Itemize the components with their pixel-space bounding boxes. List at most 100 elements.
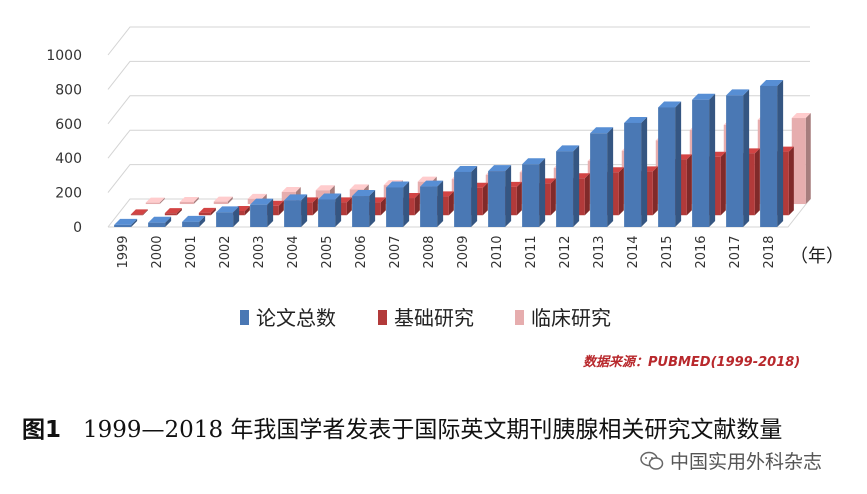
bar-clinical-1999 (145, 197, 165, 205)
gridline-800 (107, 60, 810, 90)
bar-top (522, 158, 546, 165)
bar-total-2014 (624, 116, 648, 227)
bar-front (179, 201, 194, 205)
figure-caption: 图1 1999—2018 年我国学者发表于国际英文期刊胰腺相关研究文献数量 (22, 410, 782, 444)
bar-side (335, 193, 342, 227)
bar-total-2003 (250, 198, 274, 227)
bar-top (624, 116, 648, 123)
bar-top (216, 206, 240, 213)
x-tick-2012: 2012 (558, 235, 573, 268)
x-tick-2002: 2002 (218, 235, 233, 268)
bar-side (539, 158, 546, 227)
bar-front (692, 99, 710, 227)
bar-total-2001 (182, 215, 206, 227)
legend-label-clinical: 临床研究 (531, 306, 611, 330)
bar-front (454, 171, 472, 227)
bar-top (213, 196, 233, 202)
x-tick-2007: 2007 (388, 235, 403, 268)
x-tick-1999: 1999 (116, 235, 131, 268)
bar-top (488, 165, 512, 172)
bar-side (805, 113, 811, 205)
bar-front (130, 214, 143, 216)
bar-side (652, 166, 658, 216)
bar-top (182, 215, 206, 222)
x-tick-2005: 2005 (320, 235, 335, 268)
bar-top (658, 101, 682, 108)
gridline-400 (107, 129, 810, 159)
bar-top (420, 180, 444, 187)
bar-front (791, 118, 806, 205)
x-tick-2013: 2013 (592, 235, 607, 268)
bar-total-2009 (454, 165, 478, 227)
bar-front (145, 202, 160, 205)
bar-side (618, 167, 624, 216)
bar-total-2000 (148, 216, 172, 227)
legend-swatch-total (240, 310, 249, 325)
bar-top (349, 184, 369, 190)
x-tick-2004: 2004 (286, 235, 301, 268)
bar-top (556, 145, 580, 152)
bar-top (386, 181, 410, 188)
bar-side (482, 182, 488, 216)
bar-top (148, 216, 172, 223)
figure-label: 图1 (22, 417, 62, 443)
bar-front (488, 171, 506, 227)
bar-top (281, 187, 301, 192)
x-tick-2018: 2018 (762, 235, 777, 268)
bar-total-2005 (318, 193, 342, 227)
bar-side (686, 154, 692, 216)
bar-side (278, 200, 284, 216)
bar-total-2008 (420, 180, 444, 227)
bar-top (145, 197, 165, 203)
bar-basic-2001 (198, 207, 216, 216)
bar-side (199, 215, 206, 227)
bar-side (471, 165, 478, 227)
bar-total-2018 (760, 79, 784, 228)
bar-side (210, 207, 216, 216)
y-tick-1000: 1000 (46, 48, 82, 64)
legend-swatch-basic (378, 310, 387, 325)
legend-item-basic: 基础研究 (378, 306, 474, 330)
bar-side (165, 216, 172, 227)
bar-side (403, 181, 410, 227)
bar-side (193, 196, 199, 205)
x-tick-2001: 2001 (184, 235, 199, 268)
bar-side (788, 146, 794, 216)
x-tick-2011: 2011 (524, 235, 539, 268)
bar-side (516, 181, 522, 216)
bar-side (131, 218, 138, 227)
bar-top (198, 207, 216, 213)
y-axis-ticks: 0 200 400 600 800 1000 (46, 48, 82, 236)
bar-side (414, 193, 420, 216)
bar-front (216, 212, 234, 227)
bar-front (386, 187, 404, 227)
bar-side (743, 89, 750, 227)
bar-top (791, 113, 811, 119)
bar-top (114, 218, 138, 225)
bar-side (346, 197, 352, 216)
bar-front (624, 122, 642, 227)
bars (114, 79, 811, 228)
x-tick-2000: 2000 (150, 235, 165, 268)
bar-top (315, 185, 335, 191)
bar-front (522, 164, 540, 227)
x-tick-2006: 2006 (354, 235, 369, 268)
data-source-note: 数据来源：PUBMED(1999-2018) (583, 354, 800, 370)
bar-total-2002 (216, 206, 240, 227)
x-axis-unit-label: （年） (790, 246, 844, 267)
gridline-600 (107, 95, 810, 125)
bar-top (417, 176, 437, 182)
bar-clinical-2001 (213, 196, 233, 205)
bar-front (318, 199, 336, 227)
watermark: 中国实用外科杂志 (640, 447, 822, 474)
bar-side (233, 206, 240, 227)
bar-total-2013 (590, 127, 614, 227)
bar-top (318, 193, 342, 200)
bar-top (760, 79, 784, 86)
bar-side (607, 127, 614, 227)
bar-side (573, 145, 580, 227)
bar-total-2006 (352, 190, 376, 227)
bar-side (176, 208, 182, 216)
bar-side (675, 101, 682, 227)
x-tick-2003: 2003 (252, 235, 267, 268)
